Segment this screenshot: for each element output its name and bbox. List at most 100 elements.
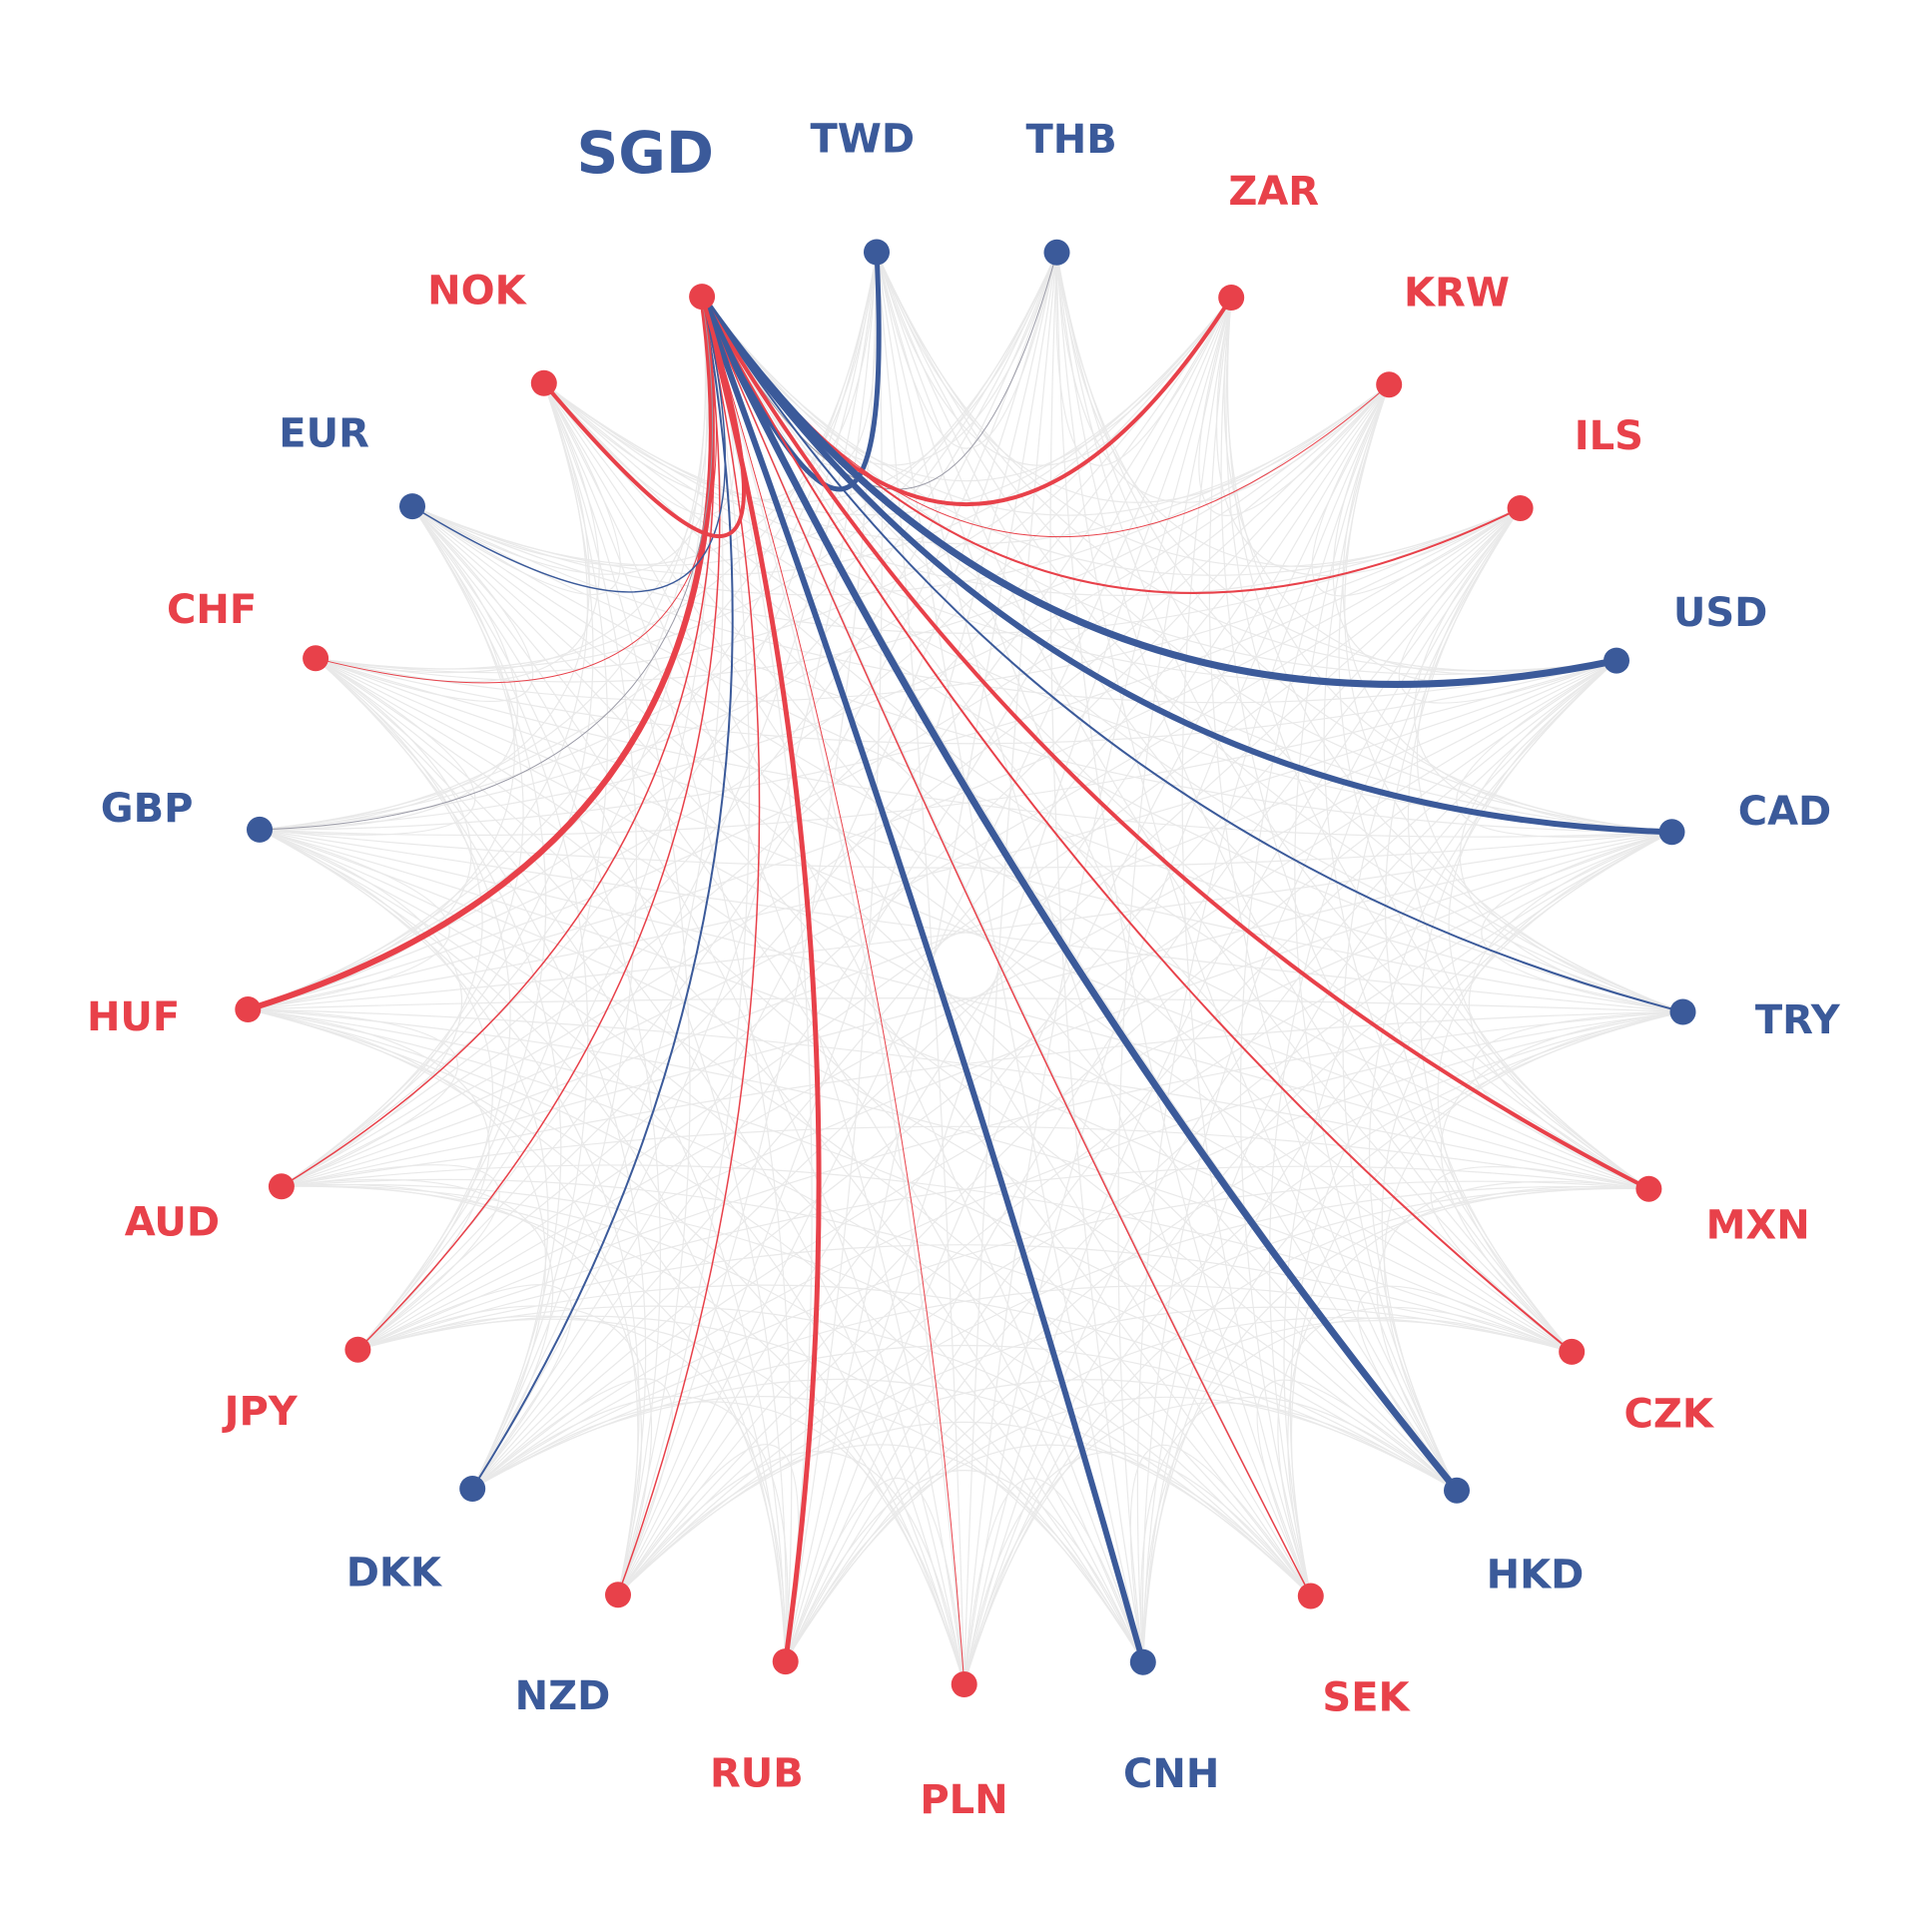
node-try[interactable]: [1669, 998, 1696, 1025]
background-edge: [281, 252, 1058, 1187]
background-edge: [964, 1320, 1573, 1685]
label-eur: EUR: [279, 411, 369, 457]
background-edge: [259, 382, 590, 831]
background-edge: [1055, 252, 1573, 1353]
node-chf[interactable]: [303, 645, 329, 672]
background-edge: [411, 382, 621, 596]
background-edge: [471, 1378, 673, 1596]
node-cnh[interactable]: [1129, 1648, 1156, 1675]
background-edge: [876, 252, 1458, 1492]
background-edge: [543, 252, 878, 503]
background-edge: [248, 657, 472, 1010]
background-edge: [281, 252, 878, 1187]
background-edge: [964, 1010, 1683, 1685]
background-edge: [357, 1305, 653, 1596]
node-dkk[interactable]: [459, 1476, 486, 1502]
background-edge: [471, 1395, 789, 1662]
edge-sgd-eur: [411, 296, 727, 593]
background-edge: [1311, 383, 1521, 597]
edge-sgd-huf: [245, 294, 715, 1012]
background-edge: [1142, 660, 1617, 1662]
background-edge: [876, 252, 1649, 1190]
label-sgd: SGD: [577, 119, 715, 187]
background-edge: [785, 1010, 1683, 1662]
background-edge: [1142, 831, 1672, 1662]
node-sgd[interactable]: [689, 284, 716, 311]
node-usd[interactable]: [1604, 647, 1629, 674]
node-jpy[interactable]: [344, 1336, 371, 1363]
background-edge: [617, 1186, 1649, 1596]
background-edge: [248, 297, 1232, 1010]
node-krw[interactable]: [1376, 371, 1403, 398]
node-ils[interactable]: [1507, 495, 1534, 521]
label-try: TRY: [1755, 997, 1841, 1043]
background-edge: [281, 1178, 554, 1490]
node-huf[interactable]: [235, 996, 262, 1022]
background-edge: [356, 252, 878, 1351]
background-edge: [411, 505, 589, 1490]
background-edge: [315, 505, 534, 703]
background-edge: [1416, 507, 1683, 1013]
node-czk[interactable]: [1559, 1338, 1586, 1365]
node-zar[interactable]: [1218, 285, 1245, 311]
background-edge: [315, 657, 1312, 1597]
background-edge: [357, 1010, 1683, 1351]
background-edge: [543, 382, 793, 1662]
node-mxn[interactable]: [1635, 1175, 1662, 1202]
label-czk: CZK: [1624, 1392, 1715, 1438]
node-aud[interactable]: [268, 1173, 295, 1200]
background-edge: [1342, 383, 1672, 833]
background-edge: [876, 252, 1058, 449]
background-edge: [248, 1008, 1573, 1353]
background-edge: [964, 1402, 1458, 1685]
background-edge: [248, 252, 878, 1010]
node-nzd[interactable]: [605, 1582, 631, 1609]
background-edge: [316, 297, 1232, 674]
node-sek[interactable]: [1297, 1583, 1324, 1610]
node-hkd[interactable]: [1444, 1477, 1470, 1504]
background-edge: [543, 382, 1390, 545]
node-gbp[interactable]: [247, 816, 273, 843]
background-edge: [1268, 507, 1522, 1597]
node-rub[interactable]: [772, 1648, 799, 1675]
background-edge: [785, 831, 1672, 1662]
background-edge: [281, 1185, 1144, 1663]
background-edge: [357, 297, 1232, 1351]
background-edge: [411, 505, 1144, 1662]
node-thb[interactable]: [1043, 239, 1070, 266]
background-edge: [964, 660, 1617, 1685]
label-ils: ILS: [1575, 413, 1643, 459]
background-edge: [411, 505, 1683, 1013]
background-edge: [785, 507, 1522, 1662]
background-edge: [357, 1318, 966, 1685]
node-nok[interactable]: [530, 369, 557, 396]
node-twd[interactable]: [864, 239, 890, 266]
edge-sgd-nzd: [617, 296, 761, 1597]
node-cad[interactable]: [1658, 819, 1685, 846]
background-edge: [1287, 1186, 1649, 1597]
background-edge: [471, 382, 638, 1490]
background-edge: [701, 296, 1232, 482]
background-edge: [1357, 1285, 1573, 1492]
background-edge: [1437, 831, 1672, 1353]
background-edge: [1055, 252, 1521, 567]
background-edge: [1283, 660, 1617, 1597]
background-edge: [1472, 1010, 1683, 1190]
background-edge: [357, 1315, 787, 1662]
background-edge: [248, 1008, 1312, 1597]
background-edge: [259, 829, 966, 1685]
background-edge: [1215, 297, 1521, 576]
background-edge: [785, 660, 1617, 1662]
node-eur[interactable]: [399, 493, 425, 520]
background-edge: [259, 829, 463, 1187]
background-edge: [1277, 1306, 1573, 1597]
background-edge: [617, 1444, 1144, 1662]
background-edge: [617, 1444, 800, 1662]
background-edge: [1140, 1396, 1458, 1662]
background-edge: [471, 252, 1058, 1490]
background-edge: [1239, 383, 1390, 1597]
label-pln: PLN: [920, 1777, 1007, 1823]
background-edge: [315, 657, 1458, 1492]
background-edge: [281, 383, 1390, 1187]
node-pln[interactable]: [951, 1671, 977, 1697]
